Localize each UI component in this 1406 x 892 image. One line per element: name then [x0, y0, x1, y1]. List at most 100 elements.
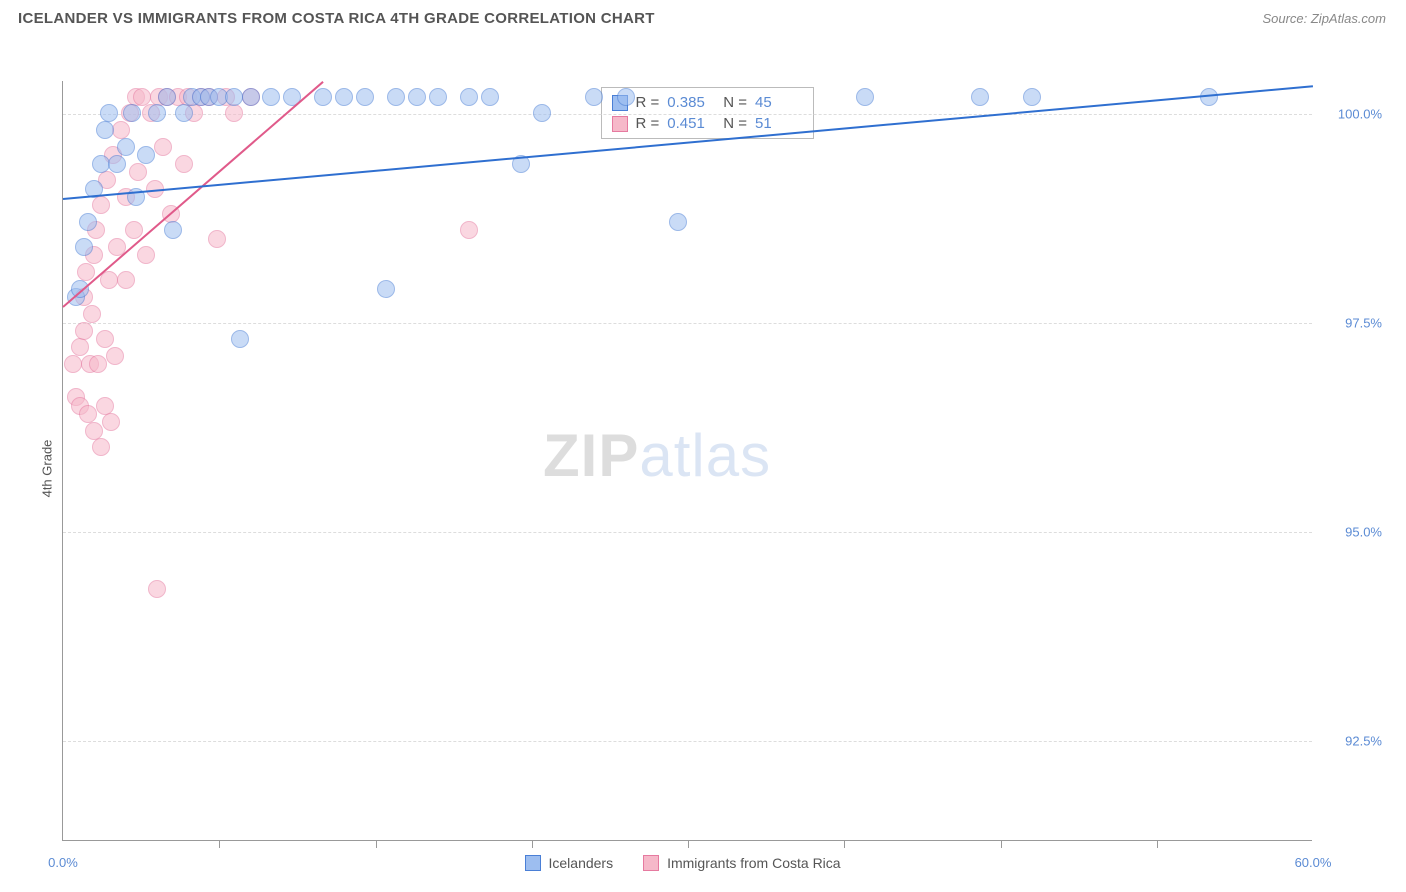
- scatter-point-series-a: [225, 88, 243, 106]
- scatter-point-series-b: [79, 405, 97, 423]
- watermark: ZIPatlas: [543, 421, 771, 490]
- plot-area: ZIPatlas R = 0.385 N = 45 R = 0.451 N = …: [62, 81, 1312, 841]
- stats-row-series-a: R = 0.385 N = 45: [612, 92, 804, 113]
- scatter-point-series-b: [175, 155, 193, 173]
- scatter-point-series-a: [100, 104, 118, 122]
- scatter-point-series-b: [208, 230, 226, 248]
- scatter-point-series-b: [75, 322, 93, 340]
- scatter-point-series-b: [77, 263, 95, 281]
- x-tick: [1001, 840, 1002, 848]
- swatch-series-a: [525, 855, 541, 871]
- x-tick: [844, 840, 845, 848]
- scatter-point-series-b: [83, 305, 101, 323]
- scatter-point-series-a: [148, 104, 166, 122]
- scatter-point-series-a: [137, 146, 155, 164]
- scatter-point-series-b: [85, 422, 103, 440]
- scatter-point-series-a: [481, 88, 499, 106]
- watermark-atlas: atlas: [639, 422, 771, 489]
- scatter-point-series-a: [971, 88, 989, 106]
- scatter-point-series-a: [175, 104, 193, 122]
- scatter-point-series-a: [79, 213, 97, 231]
- y-tick-label: 92.5%: [1322, 733, 1382, 748]
- scatter-point-series-b: [96, 330, 114, 348]
- x-tick: [688, 840, 689, 848]
- r-value-b: 0.451: [667, 115, 715, 132]
- y-tick-label: 100.0%: [1322, 107, 1382, 122]
- r-label: R =: [636, 94, 660, 111]
- scatter-point-series-a: [617, 88, 635, 106]
- scatter-point-series-b: [89, 355, 107, 373]
- scatter-point-series-a: [460, 88, 478, 106]
- scatter-point-series-a: [377, 280, 395, 298]
- scatter-point-series-a: [123, 104, 141, 122]
- scatter-point-series-b: [154, 138, 172, 156]
- scatter-point-series-b: [112, 121, 130, 139]
- scatter-point-series-b: [117, 271, 135, 289]
- legend-label-b: Immigrants from Costa Rica: [667, 855, 840, 871]
- gridline: [63, 532, 1312, 533]
- scatter-point-series-a: [262, 88, 280, 106]
- chart-header: ICELANDER VS IMMIGRANTS FROM COSTA RICA …: [0, 0, 1406, 33]
- scatter-point-series-b: [64, 355, 82, 373]
- x-tick-label: 0.0%: [48, 855, 78, 870]
- source-prefix: Source:: [1262, 11, 1310, 26]
- n-value-a: 45: [755, 94, 803, 111]
- y-axis-title: 4th Grade: [39, 440, 54, 498]
- scatter-point-series-a: [96, 121, 114, 139]
- r-value-a: 0.385: [667, 94, 715, 111]
- scatter-point-series-a: [669, 213, 687, 231]
- n-label: N =: [723, 94, 747, 111]
- source-attribution: Source: ZipAtlas.com: [1262, 11, 1386, 26]
- scatter-point-series-a: [533, 104, 551, 122]
- gridline: [63, 741, 1312, 742]
- gridline: [63, 114, 1312, 115]
- scatter-point-series-a: [158, 88, 176, 106]
- source-name: ZipAtlas.com: [1311, 11, 1386, 26]
- scatter-point-series-a: [387, 88, 405, 106]
- x-tick: [532, 840, 533, 848]
- scatter-point-series-b: [148, 580, 166, 598]
- scatter-point-series-b: [460, 221, 478, 239]
- scatter-point-series-b: [106, 347, 124, 365]
- scatter-point-series-b: [92, 438, 110, 456]
- scatter-point-series-b: [96, 397, 114, 415]
- scatter-point-series-b: [102, 413, 120, 431]
- scatter-point-series-a: [242, 88, 260, 106]
- watermark-zip: ZIP: [543, 422, 639, 489]
- scatter-point-series-b: [125, 221, 143, 239]
- x-tick-label: 60.0%: [1295, 855, 1332, 870]
- swatch-series-b: [643, 855, 659, 871]
- scatter-point-series-b: [92, 196, 110, 214]
- chart-title: ICELANDER VS IMMIGRANTS FROM COSTA RICA …: [18, 10, 655, 27]
- scatter-point-series-a: [585, 88, 603, 106]
- scatter-point-series-b: [100, 271, 118, 289]
- x-tick: [219, 840, 220, 848]
- scatter-point-series-a: [429, 88, 447, 106]
- gridline: [63, 323, 1312, 324]
- scatter-point-series-a: [1023, 88, 1041, 106]
- scatter-point-series-b: [225, 104, 243, 122]
- scatter-point-series-b: [71, 338, 89, 356]
- scatter-point-series-b: [129, 163, 147, 181]
- scatter-point-series-a: [164, 221, 182, 239]
- scatter-point-series-a: [92, 155, 110, 173]
- n-value-b: 51: [755, 115, 803, 132]
- legend-item-series-b: Immigrants from Costa Rica: [643, 855, 840, 871]
- scatter-point-series-b: [133, 88, 151, 106]
- scatter-point-series-a: [408, 88, 426, 106]
- scatter-point-series-a: [335, 88, 353, 106]
- r-label: R =: [636, 115, 660, 132]
- scatter-point-series-a: [117, 138, 135, 156]
- scatter-point-series-a: [75, 238, 93, 256]
- scatter-point-series-a: [856, 88, 874, 106]
- n-label: N =: [723, 115, 747, 132]
- legend-label-a: Icelanders: [549, 855, 614, 871]
- scatter-point-series-a: [356, 88, 374, 106]
- y-tick-label: 95.0%: [1322, 524, 1382, 539]
- x-tick: [1157, 840, 1158, 848]
- stats-row-series-b: R = 0.451 N = 51: [612, 113, 804, 134]
- x-tick: [376, 840, 377, 848]
- scatter-point-series-a: [108, 155, 126, 173]
- scatter-point-series-a: [231, 330, 249, 348]
- legend-item-series-a: Icelanders: [525, 855, 614, 871]
